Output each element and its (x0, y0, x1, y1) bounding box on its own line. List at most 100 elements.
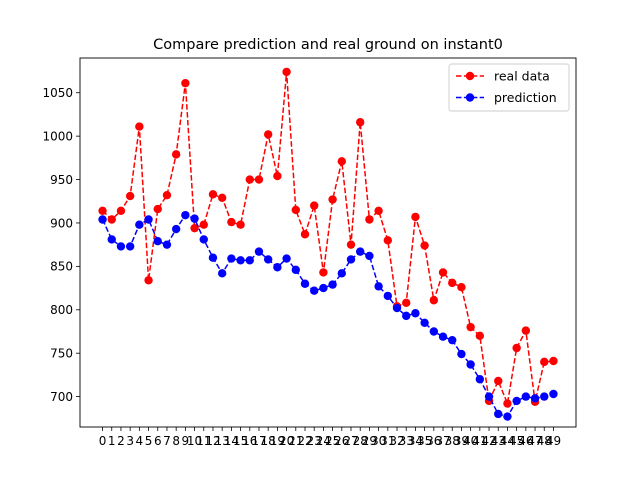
plot-frame (79, 57, 577, 428)
data-point-real-data (402, 298, 411, 308)
data-point-prediction (328, 280, 337, 289)
data-point-prediction (484, 392, 494, 401)
x-tick-label: 34 (408, 434, 423, 448)
y-tick-label: 900 (50, 216, 73, 230)
data-point-real-data (190, 223, 199, 233)
data-point-prediction (162, 240, 172, 249)
x-axis: 0 1 2 3 4 5 6 7 8 9101112131415161718192021222324… (99, 427, 561, 448)
series-layer (98, 67, 558, 421)
x-tick-label: 46 (518, 434, 533, 448)
x-tick-label: 27 (343, 434, 358, 448)
data-point-prediction (98, 215, 107, 224)
chart-title: Compare prediction and real ground on in… (153, 37, 503, 53)
x-tick-label: 43 (491, 434, 506, 448)
x-tick-label: 7 (163, 434, 171, 448)
data-point-prediction (466, 360, 475, 369)
x-tick-label: 12 (205, 434, 220, 448)
data-point-prediction (346, 255, 356, 264)
x-tick-label: 22 (297, 434, 312, 448)
data-point-prediction (356, 247, 365, 256)
data-point-prediction (291, 265, 300, 275)
x-tick-label: 39 (454, 434, 469, 448)
x-tick-label: 1 (108, 434, 116, 448)
x-tick-label: 11 (196, 434, 211, 448)
x-tick-label: 25 (325, 434, 340, 448)
data-point-prediction (107, 235, 116, 244)
x-tick-label: 44 (500, 434, 515, 448)
data-point-prediction (392, 303, 402, 313)
legend-label-real-data: real data (494, 69, 550, 84)
x-tick-label: 2 (117, 434, 125, 448)
data-point-real-data (457, 283, 466, 292)
x-tick-label: 45 (509, 434, 524, 448)
data-point-real-data (429, 296, 439, 305)
data-point-prediction (457, 349, 466, 359)
x-tick-label: 42 (481, 434, 496, 448)
data-point-real-data (162, 190, 172, 200)
data-point-prediction (282, 254, 291, 263)
x-tick-label: 41 (472, 434, 487, 448)
data-point-real-data (337, 157, 346, 166)
data-point-real-data (300, 230, 310, 239)
data-point-prediction (245, 256, 254, 265)
x-tick-label: 35 (417, 434, 432, 448)
data-point-real-data (125, 191, 135, 201)
data-point-prediction (402, 311, 411, 321)
data-point-prediction (116, 242, 126, 251)
data-point-real-data (512, 343, 521, 353)
data-point-real-data (540, 357, 549, 367)
data-point-real-data (199, 220, 208, 229)
data-point-prediction (438, 332, 448, 341)
data-point-prediction (337, 269, 346, 278)
series-line-real-data (102, 71, 554, 407)
y-tick-label: 750 (50, 347, 73, 361)
data-point-prediction (374, 282, 383, 291)
data-point-real-data (549, 356, 558, 366)
data-point-prediction (208, 253, 218, 262)
y-tick-label: 850 (50, 260, 73, 274)
x-tick-label: 26 (334, 434, 349, 448)
x-tick-label: 9 (182, 434, 190, 448)
data-point-prediction (494, 409, 503, 419)
x-tick-label: 17 (251, 434, 266, 448)
data-point-prediction (503, 412, 512, 421)
y-tick-label: 950 (50, 173, 73, 187)
legend: real data prediction (448, 63, 570, 112)
x-tick-label: 8 (172, 434, 180, 448)
data-point-real-data (116, 206, 126, 216)
data-point-real-data (171, 150, 181, 159)
data-point-prediction (429, 327, 439, 336)
data-point-real-data (438, 268, 448, 277)
x-tick-label: 14 (224, 434, 239, 448)
data-point-prediction (448, 335, 457, 345)
data-point-prediction (420, 318, 429, 328)
x-tick-label: 15 (233, 434, 248, 448)
x-tick-label: 24 (316, 434, 331, 448)
data-point-real-data (208, 190, 218, 199)
x-tick-label: 38 (445, 434, 460, 448)
data-point-prediction (549, 389, 558, 399)
legend-marker-real-data (465, 71, 475, 81)
data-point-prediction (153, 237, 162, 246)
data-point-prediction (135, 220, 144, 229)
data-point-prediction (190, 214, 199, 223)
data-point-real-data (466, 322, 475, 332)
x-tick-label: 23 (307, 434, 322, 448)
data-point-prediction (254, 247, 264, 256)
y-tick-label: 700 (50, 390, 73, 404)
legend-box (448, 63, 570, 112)
x-tick-label: 5 (145, 434, 153, 448)
x-tick-label: 16 (242, 434, 257, 448)
x-tick-label: 49 (546, 434, 561, 448)
x-tick-label: 28 (353, 434, 368, 448)
y-tick-label: 1000 (42, 129, 73, 143)
x-tick-label: 20 (279, 434, 294, 448)
data-point-prediction (365, 251, 374, 261)
data-point-real-data (236, 220, 245, 229)
data-point-prediction (521, 392, 531, 401)
data-point-prediction (217, 269, 227, 278)
data-point-real-data (227, 217, 236, 227)
data-point-prediction (540, 392, 549, 401)
data-point-prediction (171, 224, 181, 234)
